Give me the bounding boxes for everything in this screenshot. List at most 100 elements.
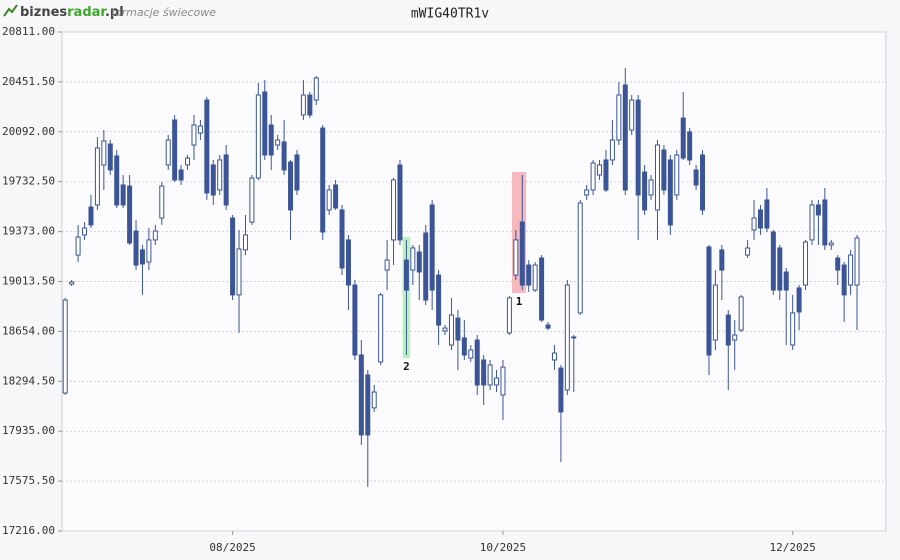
candle-body bbox=[545, 324, 551, 329]
candle-body bbox=[442, 327, 448, 332]
brand: biznesradar.pl bbox=[20, 5, 124, 20]
candle-body bbox=[712, 284, 718, 341]
candle-body bbox=[345, 239, 351, 286]
candle-body bbox=[378, 294, 384, 363]
candle-body bbox=[564, 284, 570, 391]
candle-body bbox=[262, 91, 268, 156]
candle-body bbox=[281, 141, 287, 171]
candle-body bbox=[75, 236, 81, 256]
candle-body bbox=[152, 230, 158, 241]
candle-body bbox=[69, 281, 75, 285]
candle-body bbox=[474, 339, 480, 386]
y-tick-label: 17216.00 bbox=[2, 524, 55, 537]
candle-body bbox=[82, 227, 88, 236]
candle-body bbox=[455, 317, 461, 341]
candle-body bbox=[757, 209, 763, 229]
candle-body bbox=[62, 299, 68, 394]
candle-body bbox=[822, 199, 828, 246]
candle-body bbox=[700, 154, 706, 211]
candle-body bbox=[732, 334, 738, 341]
candle-body bbox=[764, 199, 770, 229]
candle-body bbox=[403, 259, 409, 291]
candle-body bbox=[590, 162, 596, 191]
candle-body bbox=[410, 247, 416, 271]
candle-body bbox=[448, 314, 454, 346]
pattern-label: 1 bbox=[516, 295, 523, 308]
candle-body bbox=[165, 139, 171, 166]
candle-body bbox=[127, 185, 133, 244]
candle-body bbox=[532, 264, 538, 291]
candle-body bbox=[500, 366, 506, 396]
candle-body bbox=[133, 230, 139, 266]
candle-body bbox=[738, 296, 744, 331]
candle-body bbox=[506, 297, 512, 334]
candle-body bbox=[371, 391, 377, 409]
candle-body bbox=[461, 337, 467, 356]
candle-body bbox=[436, 274, 442, 326]
brand-part: .pl bbox=[105, 5, 124, 20]
candle-body bbox=[841, 264, 847, 296]
candle-body bbox=[481, 359, 487, 386]
candle-body bbox=[120, 184, 126, 206]
x-tick-label: 08/2025 bbox=[209, 541, 255, 554]
candle-body bbox=[854, 237, 860, 286]
candle-body bbox=[326, 189, 332, 211]
candle-body bbox=[114, 155, 120, 206]
candle-body bbox=[642, 171, 648, 211]
candle-body bbox=[584, 189, 590, 196]
candle-body bbox=[661, 149, 667, 191]
candle-body bbox=[687, 131, 693, 161]
candle-body bbox=[300, 94, 306, 116]
pattern-label: 2 bbox=[403, 360, 410, 373]
candle-body bbox=[751, 217, 757, 231]
candle-body bbox=[333, 184, 339, 209]
candle-body bbox=[249, 177, 255, 223]
candle-body bbox=[423, 232, 429, 301]
candle-body bbox=[725, 314, 731, 346]
candle-body bbox=[88, 206, 94, 226]
candle-body bbox=[828, 242, 834, 246]
brand-part: radar bbox=[67, 5, 107, 20]
y-tick-label: 19013.50 bbox=[2, 275, 55, 288]
candle-body bbox=[680, 117, 686, 159]
candle-body bbox=[320, 127, 326, 233]
candle-body bbox=[101, 140, 107, 166]
candle-body bbox=[809, 204, 815, 241]
candle-body bbox=[358, 354, 364, 436]
candle-body bbox=[146, 239, 152, 263]
y-tick-label: 19373.00 bbox=[2, 225, 55, 238]
candle-body bbox=[191, 124, 197, 146]
candle-body bbox=[519, 221, 525, 286]
candle-body bbox=[416, 251, 422, 273]
y-tick-label: 20092.00 bbox=[2, 125, 55, 138]
y-tick-label: 17935.00 bbox=[2, 424, 55, 437]
candle-body bbox=[236, 248, 242, 296]
candle-body bbox=[313, 77, 319, 101]
candle-body bbox=[255, 94, 261, 179]
candle-body bbox=[571, 336, 577, 339]
candle-body bbox=[551, 352, 557, 361]
candle-body bbox=[770, 231, 776, 291]
candle-body bbox=[667, 159, 673, 226]
candle-body bbox=[268, 124, 274, 156]
candle-body bbox=[609, 139, 615, 161]
candle-body bbox=[674, 154, 680, 196]
candle-body bbox=[597, 164, 603, 176]
candle-body bbox=[185, 157, 191, 166]
candle-body bbox=[339, 209, 345, 269]
y-tick-label: 17575.50 bbox=[2, 474, 55, 487]
candle-body bbox=[217, 159, 223, 191]
candle-body bbox=[210, 164, 216, 196]
brand-part: biznes bbox=[20, 5, 67, 20]
candle-body bbox=[635, 99, 641, 196]
candle-body bbox=[307, 94, 313, 116]
candle-body bbox=[796, 287, 802, 313]
candle-body bbox=[139, 249, 145, 265]
candle-body bbox=[622, 84, 628, 191]
y-tick-label: 20811.00 bbox=[2, 25, 55, 38]
candle-body bbox=[777, 247, 783, 291]
candle-body bbox=[790, 312, 796, 346]
candle-body bbox=[835, 257, 841, 271]
candle-body bbox=[494, 377, 500, 386]
candle-body bbox=[706, 246, 712, 356]
